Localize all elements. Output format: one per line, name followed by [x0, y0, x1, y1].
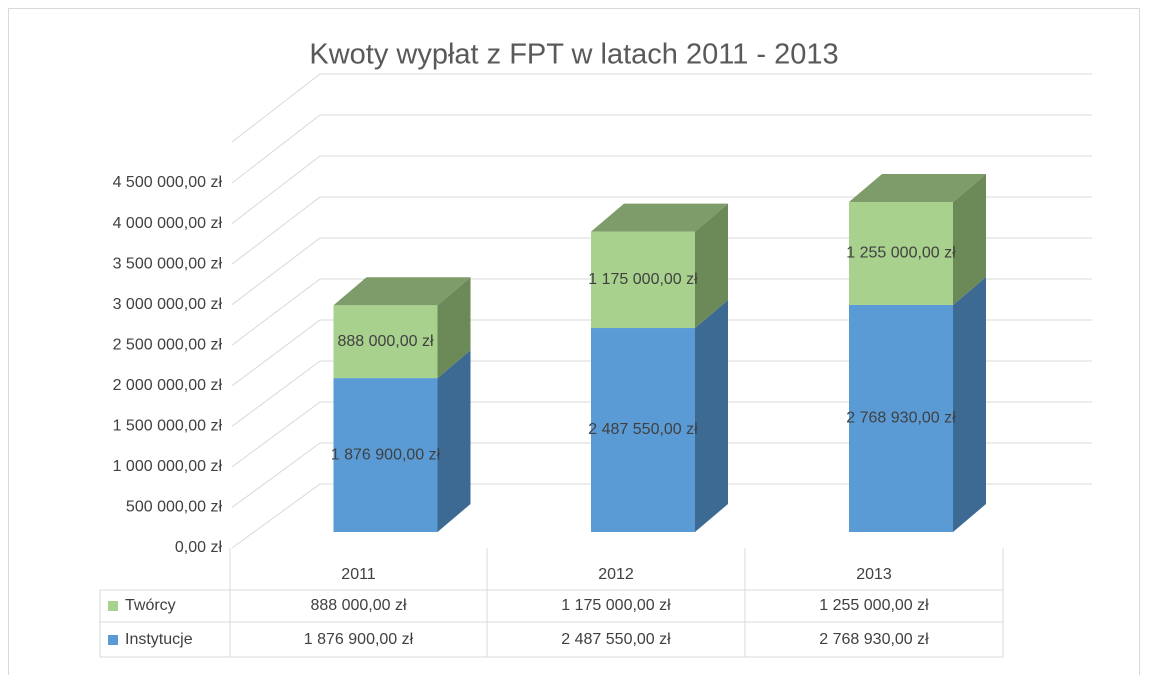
bar — [849, 304, 953, 532]
table-cell: 1 255 000,00 zł — [819, 597, 929, 614]
bar — [333, 305, 438, 379]
y-tick-label: 2 500 000,00 zł — [113, 336, 223, 353]
y-tick-label: 1 500 000,00 zł — [113, 418, 223, 435]
grid-line — [231, 237, 1092, 306]
y-tick-label: 3 000 000,00 zł — [113, 296, 223, 313]
x-tick-label: 2012 — [598, 566, 634, 583]
data-label: 1 255 000,00 zł — [846, 245, 956, 262]
bar-side — [437, 350, 471, 532]
grid-line — [231, 155, 1092, 224]
legend-key — [108, 635, 118, 645]
data-label: 1 876 900,00 zł — [331, 446, 441, 463]
y-tick-label: 0,00 zł — [175, 539, 223, 556]
table-cell: 1 175 000,00 zł — [561, 597, 671, 614]
grid-line — [231, 319, 1092, 387]
bar-side — [953, 174, 986, 305]
data-label: 2 487 550,00 zł — [588, 421, 698, 438]
bar-side — [695, 203, 728, 329]
grid-line — [231, 483, 1092, 549]
data-label: 2 768 930,00 zł — [846, 410, 956, 427]
y-tick-label: 4 500 000,00 zł — [113, 174, 223, 191]
table-cell: 1 876 900,00 zł — [304, 631, 414, 648]
legend-label: Instytucje — [125, 631, 193, 648]
bar-side — [695, 300, 728, 532]
legend-key — [108, 601, 118, 611]
bar — [591, 231, 695, 329]
bar — [333, 378, 438, 532]
grid-line — [231, 442, 1092, 508]
grid-line — [231, 401, 1092, 468]
bar-side — [953, 276, 986, 532]
bar — [591, 328, 695, 532]
bar-top — [591, 203, 728, 232]
grid-line — [231, 73, 1092, 143]
y-tick-label: 4 000 000,00 zł — [113, 215, 223, 232]
x-tick-label: 2013 — [856, 566, 892, 583]
grid-line — [231, 114, 1092, 184]
chart-title: Kwoty wypłat z FPT w latach 2011 - 2013 — [309, 39, 838, 71]
grid-line — [231, 196, 1092, 265]
bar-top — [333, 277, 471, 306]
grid-line — [231, 278, 1092, 346]
y-tick-label: 2 000 000,00 zł — [113, 377, 223, 394]
bar-top — [849, 174, 986, 203]
data-label: 888 000,00 zł — [337, 333, 434, 350]
legend-label: Twórcy — [125, 597, 176, 614]
bar — [849, 202, 953, 305]
table-cell: 2 768 930,00 zł — [819, 631, 929, 648]
table-cell: 2 487 550,00 zł — [561, 631, 671, 648]
table-cell: 888 000,00 zł — [310, 597, 407, 614]
bar-side — [437, 277, 471, 379]
y-tick-label: 1 000 000,00 zł — [113, 458, 223, 475]
y-tick-label: 500 000,00 zł — [126, 499, 223, 516]
data-label: 1 175 000,00 zł — [588, 271, 698, 288]
y-tick-label: 3 500 000,00 zł — [113, 255, 223, 272]
grid-line — [231, 360, 1092, 427]
x-tick-label: 2011 — [341, 566, 376, 583]
